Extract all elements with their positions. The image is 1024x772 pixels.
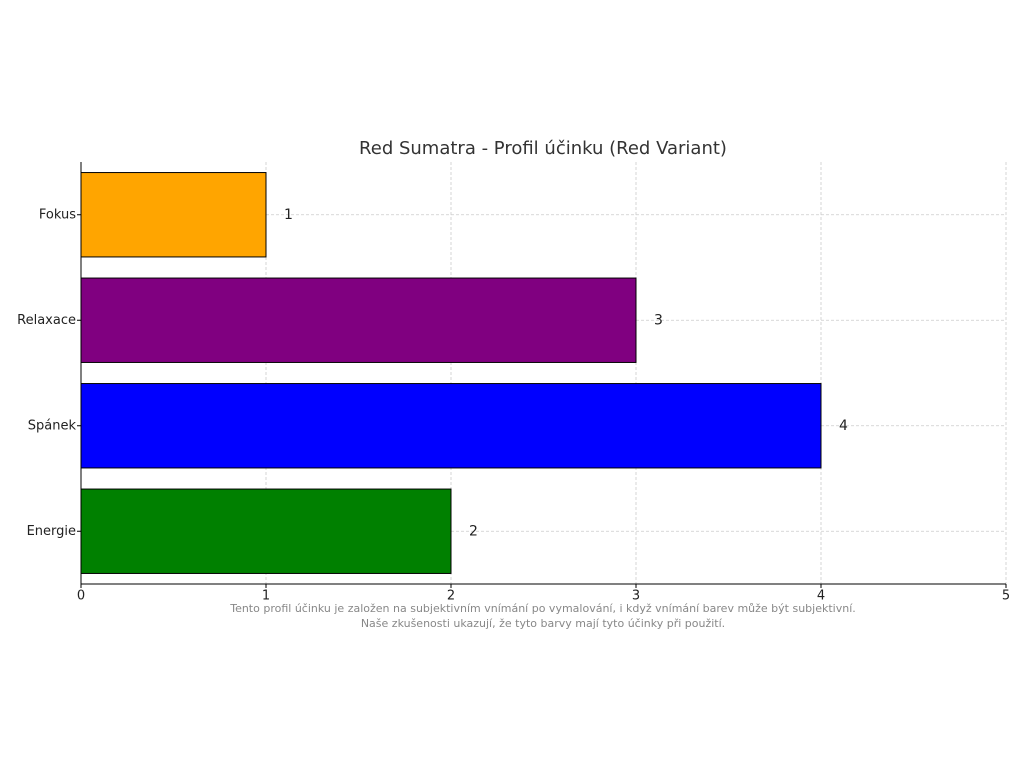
- chart-title: Red Sumatra - Profil účinku (Red Variant…: [359, 138, 727, 159]
- x-tick-label: 1: [262, 589, 270, 604]
- y-tick-label: Relaxace: [17, 313, 76, 328]
- footnote: Tento profil účinku je založen na subjek…: [229, 602, 856, 615]
- bar: [80, 488, 452, 574]
- x-tick-label: 3: [632, 589, 640, 604]
- y-tick-label: Energie: [27, 524, 76, 539]
- x-tick-label: 4: [817, 589, 825, 604]
- data-label: 1: [284, 207, 293, 223]
- bar: [80, 277, 637, 363]
- x-tick-label: 2: [447, 589, 455, 604]
- y-tick-label: Spánek: [28, 418, 77, 433]
- footnote: Naše zkušenosti ukazují, že tyto barvy m…: [361, 617, 725, 630]
- y-tick-label: Fokus: [39, 207, 76, 222]
- x-tick-label: 0: [77, 589, 85, 604]
- data-label: 4: [839, 418, 848, 434]
- bar: [80, 172, 267, 258]
- data-label: 2: [469, 523, 478, 539]
- bar: [80, 383, 822, 469]
- x-tick-label: 5: [1002, 589, 1010, 604]
- data-label: 3: [654, 312, 663, 328]
